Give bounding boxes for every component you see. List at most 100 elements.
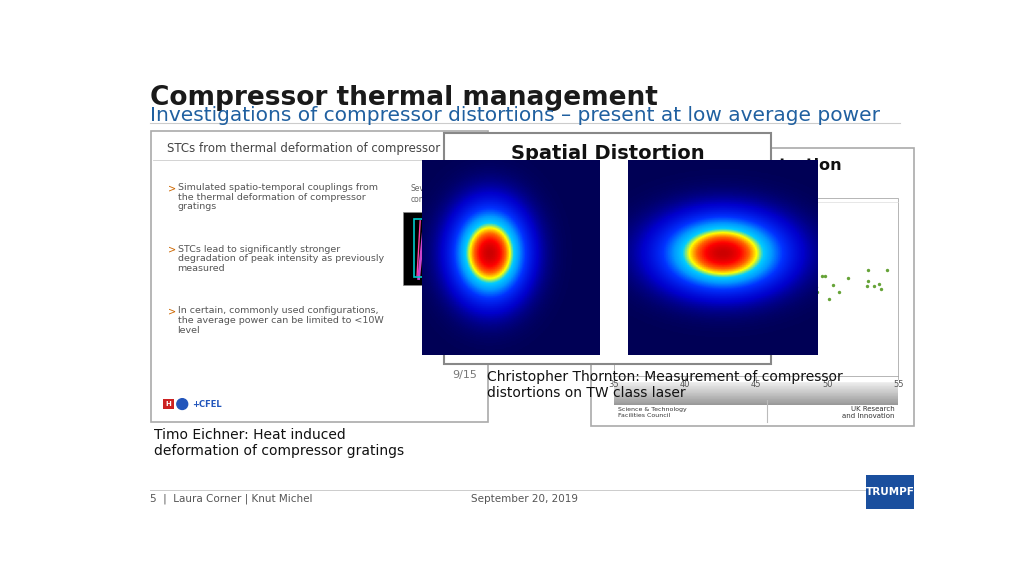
Text: Temporal Distortion: Temporal Distortion (663, 158, 842, 173)
Point (660, 241, 677, 251)
Point (690, 244, 707, 253)
Text: 50: 50 (822, 380, 833, 389)
Point (739, 260, 756, 269)
Bar (614, 391, 898, 392)
Point (713, 230, 729, 240)
Text: STCs lead to significantly stronger: STCs lead to significantly stronger (177, 245, 340, 253)
Point (784, 283, 801, 292)
Text: STCs from thermal deformation of compressor gratings: STCs from thermal deformation of compres… (167, 142, 493, 154)
Text: H: H (166, 401, 171, 407)
Point (859, 282, 876, 291)
Text: 55: 55 (893, 380, 903, 389)
Text: the thermal deformation of compressor: the thermal deformation of compressor (177, 193, 366, 202)
Point (716, 277, 732, 286)
Bar (614, 382, 898, 383)
Point (860, 276, 877, 286)
Point (630, 273, 646, 282)
Point (708, 252, 724, 261)
Bar (614, 389, 898, 390)
Point (727, 260, 743, 269)
Point (632, 225, 648, 234)
Text: Simulated spatio-temporal couplings from: Simulated spatio-temporal couplings from (177, 183, 378, 192)
Point (791, 263, 807, 272)
Text: 80: 80 (600, 199, 611, 209)
Bar (614, 198, 898, 376)
Text: UK Research
and Innovation: UK Research and Innovation (842, 406, 895, 419)
Bar (614, 387, 898, 388)
Text: 5  |  Laura Corner | Knut Michel: 5 | Laura Corner | Knut Michel (150, 494, 312, 504)
Point (808, 282, 824, 291)
Point (865, 282, 882, 291)
Bar (614, 384, 898, 385)
Text: Several
comp...: Several comp... (411, 184, 439, 204)
Bar (152, 131, 488, 422)
Point (870, 279, 887, 288)
Text: In certain, commonly used configurations,: In certain, commonly used configurations… (177, 306, 378, 315)
Point (830, 287, 847, 297)
Text: September 20, 2019: September 20, 2019 (471, 494, 579, 504)
Point (725, 264, 741, 273)
Bar (163, 399, 174, 410)
Text: >: > (168, 306, 176, 316)
Point (879, 266, 895, 275)
Bar (614, 385, 898, 386)
Text: 35: 35 (608, 380, 620, 389)
Point (802, 289, 818, 298)
Point (735, 240, 752, 249)
Text: Science & Technology
Facilities Council: Science & Technology Facilities Council (617, 407, 686, 418)
Point (872, 285, 889, 294)
Text: TRUMPF: TRUMPF (865, 487, 914, 497)
Point (798, 255, 814, 264)
Point (775, 255, 792, 264)
Bar (614, 398, 898, 399)
Bar (614, 393, 898, 394)
Bar (614, 392, 898, 393)
Point (712, 247, 728, 256)
Bar (614, 402, 898, 403)
Text: Timo Eichner: Heat induced
deformation of compressor gratings: Timo Eichner: Heat induced deformation o… (155, 428, 404, 458)
Point (737, 267, 754, 276)
Bar (403, 211, 469, 285)
Point (697, 289, 714, 298)
Point (724, 278, 740, 287)
Bar (591, 147, 913, 426)
Text: Christopher Thornton: Measurement of compressor
distortions on TW class laser: Christopher Thornton: Measurement of com… (486, 370, 843, 400)
Bar (614, 397, 898, 398)
Bar (614, 396, 898, 397)
Point (759, 270, 775, 279)
Point (748, 281, 764, 290)
Bar (414, 219, 458, 277)
Text: level: level (177, 325, 201, 335)
Point (685, 271, 701, 281)
Point (713, 275, 729, 284)
Point (768, 267, 784, 276)
Text: Spatial Distortion: Spatial Distortion (511, 144, 705, 163)
Point (816, 271, 833, 280)
Bar (614, 388, 898, 389)
Text: 45: 45 (751, 380, 762, 389)
Point (637, 233, 653, 242)
Point (824, 281, 841, 290)
Text: degradation of peak intensity as previously: degradation of peak intensity as previou… (177, 255, 384, 263)
Point (794, 281, 810, 290)
Bar (614, 386, 898, 387)
Point (773, 278, 790, 287)
Point (668, 233, 684, 242)
Text: Compressor thermal management: Compressor thermal management (150, 85, 657, 111)
Point (695, 263, 712, 272)
Point (728, 268, 744, 278)
Bar (614, 403, 898, 404)
Text: 40: 40 (680, 380, 690, 389)
Bar (866, 475, 913, 509)
Point (809, 287, 825, 296)
Circle shape (177, 399, 187, 410)
Bar (444, 133, 771, 364)
Text: Investigations of compressor distortions – present at low average power: Investigations of compressor distortions… (150, 106, 880, 125)
Point (805, 268, 821, 278)
Point (797, 286, 813, 295)
Text: gratings: gratings (177, 202, 217, 211)
Point (611, 259, 628, 268)
Text: >: > (168, 183, 176, 193)
Bar (614, 401, 898, 402)
Point (741, 283, 758, 293)
